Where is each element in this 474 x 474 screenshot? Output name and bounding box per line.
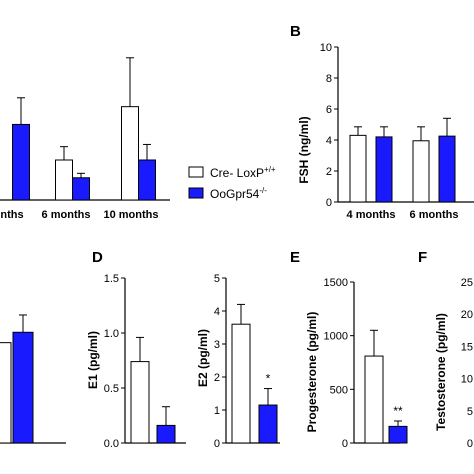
panel-b-knockout-bar [438,135,456,203]
panel-d-e2-y-tick-label: 5 [214,273,220,285]
panel-e-y-tick-label: 0 [342,438,348,450]
panel-d-e2: 0 1 2 3 4 5 * [214,273,280,450]
panel-b-y-tick-label: 2 [326,166,332,178]
panel-d-e1-y-tick-label: 0.5 [104,383,119,395]
panel-d-e1-y-tick-label: 1.0 [104,328,119,340]
panel-b-knockout-bar [375,136,393,203]
panel-a-category-label: nths [0,209,23,221]
panel-f-y-tick-label: 20 [461,309,473,321]
panel-d-e1: 0.0 0.5 1.0 1.5 [104,273,186,450]
panel-f-y-tick-label: 15 [461,341,473,353]
panel-letter-b: B [290,23,301,40]
panel-b-category-label: 6 months [410,209,459,221]
panel-a-category-label: 6 months [42,209,91,221]
panel-f-y-tick-label: 0 [467,438,473,450]
panel-d-e2-y-tick-label: 3 [214,339,220,351]
panel-b: 0 2 4 6 8 10 4 months 6 months [320,42,474,221]
panel-d-e2-wildtype-bar [231,323,251,444]
panel-d-e2-y-tick-label: 1 [214,405,220,417]
panel-letter-d: D [92,249,103,266]
panel-a-knockout-bar [12,123,30,201]
panel-f-y-tick-label: 25 [461,277,473,289]
panel-f-y-tick-label: 10 [461,374,473,386]
panel-d-e1-knockout-bar [156,424,176,444]
panel-b-y-tick-label: 0 [326,197,332,209]
panel-b-wildtype-bar [412,140,430,203]
e1-axis-label: E1 (pg/ml) [86,331,100,389]
panel-a-wildtype-bar [121,106,139,201]
panel-d-e2-y-tick-label: 2 [214,372,220,384]
panel-d-e1-y-tick-label: 0.0 [104,438,119,450]
fsh-axis-label: FSH (ng/ml) [297,116,311,183]
panel-d-e2-knockout-bar [258,404,278,444]
panel-e-wildtype-bar [364,355,384,444]
panel-a-knockout-bar [72,177,90,201]
panel-e-significance: ** [393,404,403,418]
panel-a: nths 6 months 10 months [0,57,170,221]
panel-c-knockout-bar [12,331,34,444]
legend-swatch-knockout [188,187,204,199]
panel-e-y-tick-label: 1000 [324,331,348,343]
panel-d-e2-significance: * [266,372,271,386]
panel-f-y-tick-label: 5 [467,406,473,418]
panel-c [0,314,66,444]
panel-letter-f: F [418,249,427,266]
legend: Cre- LoxP+/+ OoGpr54-/- [188,165,276,201]
panel-a-category-label: 10 months [103,209,158,221]
panel-d-e2-y-tick-label: 4 [214,306,220,318]
legend-swatch-wildtype [188,166,204,178]
panel-e-knockout-bar [388,425,408,444]
legend-label-knockout: OoGpr54-/- [210,186,267,201]
panel-a-wildtype-bar [55,159,73,201]
panel-b-category-label: 4 months [347,209,396,221]
panel-d-e1-y-tick-label: 1.5 [104,273,119,285]
panel-f: 0 5 10 15 20 25 [461,277,473,450]
e2-axis-label: E2 (pg/ml) [196,329,210,387]
panel-b-y-tick-label: 4 [326,135,332,147]
panel-e: 0 500 1000 1500 ** [324,277,408,450]
panel-d-e1-wildtype-bar [130,361,150,444]
panel-e-y-tick-label: 500 [330,384,348,396]
panel-letter-e: E [290,249,300,266]
panel-b-y-tick-label: 8 [326,73,332,85]
testosterone-axis-label: Testosterone (pg/ml) [434,313,448,431]
panel-b-y-tick-label: 6 [326,104,332,116]
legend-label-wildtype: Cre- LoxP+/+ [210,165,276,180]
panel-d-e2-y-tick-label: 0 [214,438,220,450]
panel-c-wildtype-bar [0,342,12,444]
progesterone-axis-label: Progesterone (pg/ml) [305,312,319,433]
panel-a-knockout-bar [138,159,156,201]
panel-e-y-tick-label: 1500 [324,277,348,289]
panel-b-y-tick-label: 10 [320,42,332,54]
panel-b-wildtype-bar [349,134,367,203]
